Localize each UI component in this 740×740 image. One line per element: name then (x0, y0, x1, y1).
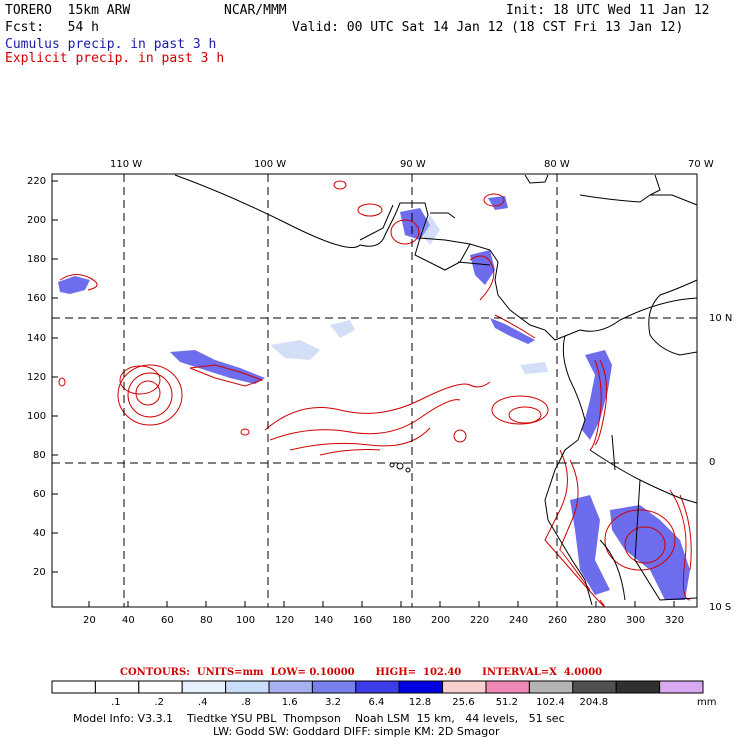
y-tick: 80 (33, 450, 46, 461)
x-tick: 80 (200, 615, 213, 626)
y-tick: 180 (27, 254, 47, 265)
lat-label-10n: 10 N (709, 313, 733, 324)
colorbar-label: 51.2 (495, 697, 518, 708)
x-tick: 140 (314, 615, 334, 626)
colorbar-label: .4 (197, 697, 208, 708)
colorbar-cell (94, 680, 140, 694)
y-tick: 40 (33, 528, 46, 539)
colorbar-cell (311, 680, 357, 694)
colorbar-unit: mm (697, 697, 717, 708)
x-tick: 160 (353, 615, 373, 626)
colorbar-label: 25.6 (452, 697, 475, 708)
colorbar-cell (268, 680, 313, 694)
colorbar-cell (138, 680, 183, 694)
org-label: NCAR/MMM (224, 3, 287, 18)
y-tick: 100 (27, 411, 47, 422)
colorbar-cell (615, 680, 661, 694)
x-tick: 20 (83, 615, 96, 626)
colorbar-label: .1 (111, 697, 121, 708)
y-tick: 20 (33, 567, 46, 578)
y-tick: 160 (27, 293, 47, 304)
colorbar-cell (528, 680, 574, 694)
lat-label-0: 0 (709, 457, 716, 468)
colorbar-label: 3.2 (325, 697, 341, 708)
y-tick: 120 (27, 372, 47, 383)
light-precip-areas (270, 215, 548, 374)
y-tick: 220 (27, 176, 47, 187)
lon-label-100w: 100 W (254, 159, 287, 170)
lat-label-10s: 10 S (709, 602, 732, 613)
x-tick: 200 (431, 615, 451, 626)
x-tick: 320 (665, 615, 685, 626)
lon-label-80w: 80 W (544, 159, 570, 170)
latlon-grid (52, 174, 697, 607)
coastlines (174, 174, 698, 606)
x-tick: 180 (392, 615, 412, 626)
x-tick: 40 (122, 615, 135, 626)
x-tick: 60 (161, 615, 174, 626)
legend-explicit: Explicit precip. in past 3 h (5, 51, 225, 66)
x-tick: 100 (236, 615, 256, 626)
x-tick: 240 (509, 615, 529, 626)
colorbar-cell (51, 680, 96, 694)
valid-time: Valid: 00 UTC Sat 14 Jan 12 (18 CST Fri … (292, 20, 684, 35)
y-tick: 140 (27, 333, 47, 344)
y-tick: 60 (33, 489, 46, 500)
bottom-axis-ticks (88, 601, 675, 607)
model-info-line2: LW: Godd SW: Goddard DIFF: simple KM: 2D… (213, 725, 500, 738)
colorbar-label: 204.8 (579, 697, 609, 708)
colorbar-cell (442, 680, 487, 694)
colorbar-label: .8 (241, 697, 251, 708)
contour-info: CONTOURS: UNITS=mm LOW= 0.10000 HIGH= 10… (120, 667, 603, 678)
colorbar-cell (659, 680, 704, 694)
colorbar-cell (572, 680, 617, 694)
lon-label-90w: 90 W (400, 159, 426, 170)
colorbar-cell (225, 680, 270, 694)
colorbar-label: 12.8 (408, 697, 432, 708)
forecast-hour: Fcst: 54 h (5, 20, 99, 35)
colorbar-label: 102.4 (536, 697, 565, 708)
explicit-precip-contours (58, 180, 692, 608)
init-time: Init: 18 UTC Wed 11 Jan 12 (506, 3, 710, 18)
model-title: TORERO 15km ARW (5, 3, 131, 18)
colorbar-cell (485, 680, 530, 694)
colorbar-cell (398, 680, 444, 694)
lon-label-110w: 110 W (110, 159, 143, 170)
x-tick: 260 (548, 615, 568, 626)
colorbar-cell (355, 680, 400, 694)
y-tick: 200 (27, 215, 47, 226)
colorbar-label: .2 (154, 697, 165, 708)
left-axis-ticks (52, 180, 58, 573)
legend-cumulus: Cumulus precip. in past 3 h (5, 37, 217, 52)
x-tick: 280 (587, 615, 607, 626)
colorbar-cell (181, 680, 227, 694)
colorbar-label: 1.6 (281, 697, 298, 708)
colorbar-label: 6.4 (368, 697, 385, 708)
x-tick: 300 (626, 615, 646, 626)
lon-label-70w: 70 W (688, 159, 714, 170)
cumulus-precip-areas (58, 196, 690, 600)
x-tick: 120 (275, 615, 295, 626)
model-info-line1: Model Info: V3.3.1 Tiedtke YSU PBL Thomp… (73, 712, 565, 725)
x-tick: 220 (470, 615, 490, 626)
